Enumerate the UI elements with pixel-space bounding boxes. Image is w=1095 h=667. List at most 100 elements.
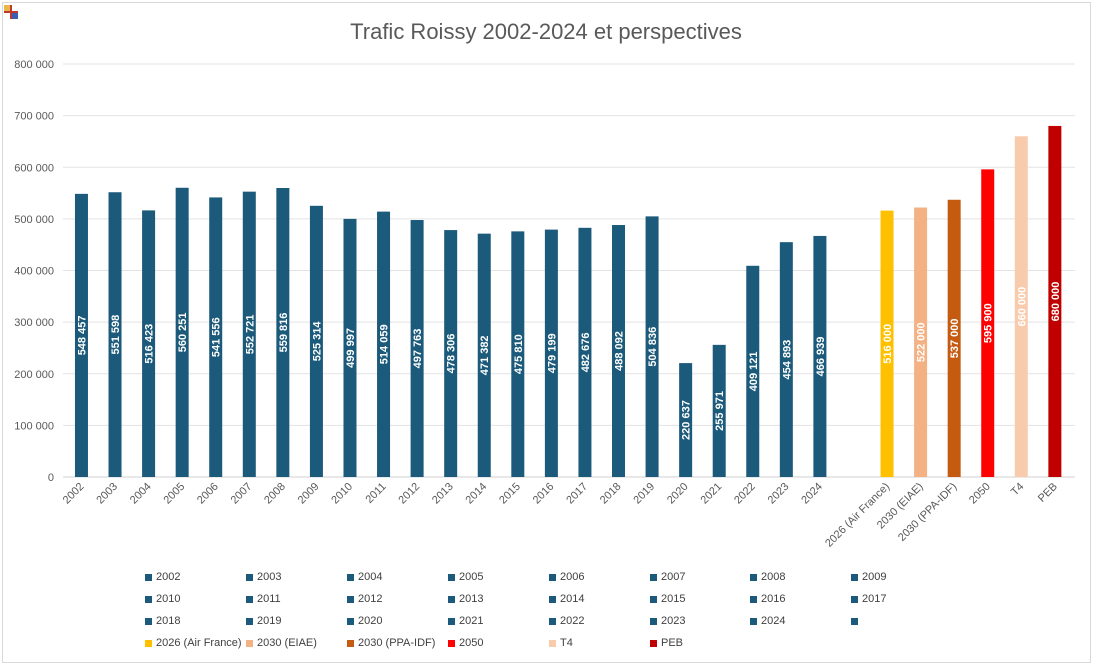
x-tick-label: 2003 <box>94 481 120 507</box>
bar <box>1014 136 1028 477</box>
x-tick-label: 2020 <box>665 481 691 507</box>
x-tick-label: 2004 <box>128 481 154 507</box>
legend-item: 2004 <box>347 569 382 585</box>
legend-label: 2003 <box>257 571 282 583</box>
data-label: 220 637 <box>681 400 693 440</box>
bar <box>712 344 726 477</box>
bar <box>108 192 122 477</box>
legend-swatch <box>347 595 354 603</box>
legend-label: 2014 <box>560 593 585 605</box>
data-label: 466 939 <box>815 337 827 377</box>
legend-swatch <box>750 595 757 603</box>
data-label: 560 251 <box>177 313 189 353</box>
legend-swatch <box>347 573 354 581</box>
legend-item: 2026 (Air France) <box>145 635 242 651</box>
legend-label: 2009 <box>862 571 887 583</box>
legend-swatch <box>750 573 757 581</box>
y-tick-label: 700 000 <box>14 111 54 123</box>
data-label: 537 000 <box>949 319 961 359</box>
legend-item: 2009 <box>851 569 886 585</box>
bar <box>679 363 693 477</box>
legend-item: 2002 <box>145 569 180 585</box>
legend-swatch <box>650 573 657 581</box>
chart-move-handle-icon[interactable] <box>4 5 18 19</box>
legend-swatch <box>448 639 455 647</box>
data-label: 522 000 <box>916 322 928 362</box>
bar <box>444 230 458 477</box>
legend-item: 2018 <box>145 613 180 629</box>
legend-item: 2013 <box>448 591 483 607</box>
legend-label: T4 <box>560 637 573 649</box>
data-label: 471 382 <box>479 335 491 375</box>
data-label: 516 423 <box>144 324 156 364</box>
legend-label: PEB <box>661 637 684 649</box>
y-tick-label: 100 000 <box>14 420 54 432</box>
legend-swatch <box>347 617 354 625</box>
data-label: 504 836 <box>647 327 659 367</box>
legend-label: 2006 <box>560 571 585 583</box>
x-tick-label: PEB <box>1036 481 1060 505</box>
x-tick-label: 2007 <box>229 481 255 507</box>
legend-swatch <box>851 617 858 625</box>
legend-swatch <box>448 595 455 603</box>
data-label: 499 997 <box>345 328 357 368</box>
data-label: 497 763 <box>412 329 424 369</box>
bar <box>242 191 256 478</box>
bar <box>511 231 525 477</box>
x-tick-label: 2010 <box>329 481 355 507</box>
legend-label: 2030 (PPA-IDF) <box>358 637 436 649</box>
legend-item: 2030 (EIAE) <box>246 635 317 651</box>
legend-item: 2008 <box>750 569 785 585</box>
bar <box>779 242 793 477</box>
y-tick-label: 800 000 <box>14 59 54 71</box>
legend-swatch <box>650 639 657 647</box>
data-label: 475 810 <box>513 334 525 374</box>
legend-item: PEB <box>650 635 683 651</box>
gridlines <box>63 63 1075 478</box>
bar <box>914 207 928 477</box>
legend-swatch <box>145 595 152 603</box>
x-tick-label: 2021 <box>699 481 725 507</box>
x-tick-label: 2006 <box>195 481 221 507</box>
data-label: 409 121 <box>748 352 760 392</box>
bar <box>142 210 156 478</box>
x-tick-label: 2008 <box>262 481 288 507</box>
legend-item: 2012 <box>347 591 382 607</box>
data-label: 255 971 <box>714 391 726 431</box>
bar <box>578 227 592 477</box>
data-label: 525 314 <box>311 321 323 362</box>
data-label: 548 457 <box>76 316 88 356</box>
data-label: 660 000 <box>1016 287 1028 327</box>
bars <box>74 125 1062 478</box>
data-label: 454 893 <box>781 340 793 380</box>
data-label: 680 000 <box>1050 282 1062 322</box>
y-tick-label: 500 000 <box>14 214 54 226</box>
legend-swatch <box>750 617 757 625</box>
bar <box>309 205 323 477</box>
legend: 2002 2003 2004 2005 2006 2007 2008 2009 2010 2011… <box>145 566 965 658</box>
legend-swatch <box>145 639 152 647</box>
legend-item: 2015 <box>650 591 685 607</box>
legend-item: 2017 <box>851 591 886 607</box>
y-tick-label: 0 <box>48 472 54 484</box>
legend-item: 2016 <box>750 591 785 607</box>
data-label: 488 092 <box>614 331 626 371</box>
x-tick-label: 2016 <box>531 481 557 507</box>
legend-item: 2003 <box>246 569 281 585</box>
bar <box>612 225 626 477</box>
x-tick-label: 2024 <box>799 481 825 507</box>
legend-swatch <box>851 595 858 603</box>
x-tick-label: 2050 <box>967 481 993 507</box>
bar <box>813 235 827 477</box>
legend-label: 2050 <box>459 637 484 649</box>
data-label: 541 556 <box>211 317 223 357</box>
y-tick-label: 200 000 <box>14 369 54 381</box>
x-tick-label: 2015 <box>497 481 523 507</box>
y-tick-label: 600 000 <box>14 162 54 174</box>
legend-label: 2004 <box>358 571 383 583</box>
data-label: 479 199 <box>546 333 558 373</box>
data-label: 516 000 <box>882 324 894 364</box>
legend-label: 2023 <box>661 615 686 627</box>
chart-title: Trafic Roissy 2002-2024 et perspectives <box>350 19 742 44</box>
bar <box>947 199 961 477</box>
